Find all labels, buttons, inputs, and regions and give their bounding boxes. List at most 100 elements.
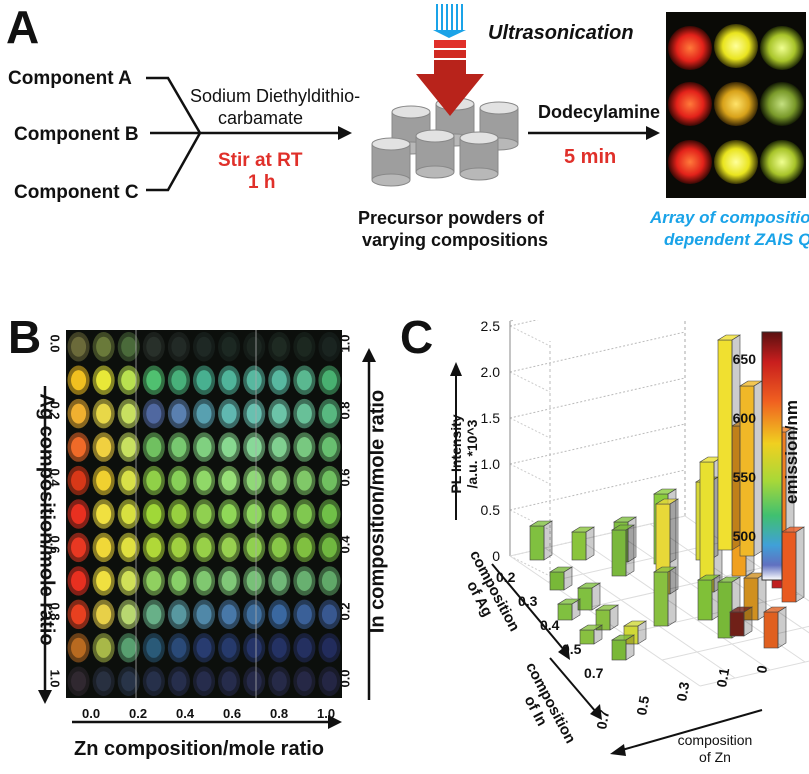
plate-well (243, 499, 266, 529)
panel-a-letter: A (6, 1, 40, 53)
colorbar (761, 331, 783, 581)
plate-well (92, 499, 115, 529)
plate-well (117, 332, 140, 362)
plate-well (268, 666, 291, 696)
plate-well (293, 566, 316, 596)
reagent-line1: Sodium Diethyldithio- (190, 86, 361, 106)
plate-well (67, 365, 90, 395)
dodecylamine-label: Dodecylamine (538, 102, 661, 122)
array-line2: dependent ZAIS QDs (664, 230, 809, 249)
component-a-label: Component A (8, 68, 132, 89)
plate-well (167, 532, 190, 563)
bar (653, 571, 669, 627)
plate-well (67, 332, 90, 362)
plate-well (117, 398, 140, 429)
z-tick-label: 0 (492, 548, 500, 564)
plate-well (318, 499, 341, 529)
plate-well (268, 566, 291, 596)
plate-well (167, 398, 190, 429)
plate-well (268, 432, 291, 462)
plate-well (117, 499, 140, 529)
colorbar-label: emission/nm (782, 400, 801, 504)
plate-well (268, 532, 291, 563)
bar-side (571, 598, 581, 621)
plate-well (142, 599, 165, 630)
bar-side (731, 334, 741, 551)
plate-well (117, 666, 140, 696)
plate-well (92, 532, 115, 563)
bottom-tick-label: 1.0 (317, 706, 336, 721)
plate-well (318, 365, 341, 395)
plate-well (92, 599, 115, 630)
bar-side (667, 566, 677, 627)
plate-well (67, 599, 90, 630)
z-axis-label: PL Intensity /a.u. *10^3 (448, 384, 480, 524)
panel-b-letter: B (8, 311, 42, 363)
bottom-tick-label: 0.8 (270, 706, 289, 721)
bar (763, 611, 779, 649)
plate-well (293, 465, 316, 496)
plate-well (293, 332, 316, 362)
bar-side (625, 634, 635, 661)
plate-well (218, 365, 241, 395)
plate-well (117, 633, 140, 663)
plate-well (192, 432, 216, 462)
plate-well (318, 398, 341, 429)
plate-well (167, 633, 190, 663)
plate-well (92, 398, 115, 429)
plate-well (142, 332, 165, 362)
plate-well (218, 532, 241, 563)
plate-well (243, 332, 266, 362)
plate-well (192, 398, 216, 429)
plate-well (192, 465, 216, 496)
ag-tick-label: 0.4 (540, 617, 560, 633)
plate-well (167, 499, 190, 529)
left-tick-label: 0.2 (47, 401, 63, 420)
plate-well (268, 332, 291, 362)
plate-well (218, 499, 241, 529)
bottom-tick-label: 0.6 (223, 706, 242, 721)
ag-tick-label: 0.2 (496, 569, 516, 585)
plate-well (293, 398, 316, 429)
plate-well (293, 365, 316, 395)
plate-well (192, 666, 216, 696)
ag-tick-label: 0.7 (584, 665, 604, 681)
bar (697, 579, 713, 621)
plate-well (268, 599, 291, 630)
plate-well (243, 398, 266, 429)
in-tick-label: 0.5 (633, 694, 652, 716)
plate-well (192, 566, 216, 596)
colorbar-tick-label: 500 (733, 528, 757, 544)
bar (579, 629, 595, 645)
panel-c-3d-bar-chart: 00.51.01.52.02.50.20.30.40.50.70.70.50.3… (450, 320, 809, 756)
component-c-label: Component C (14, 182, 139, 203)
plate-well (142, 365, 165, 395)
plate-well (218, 633, 241, 663)
z-tick-label: 2.0 (481, 364, 501, 380)
plate-well (218, 599, 241, 630)
plate-photo (66, 330, 342, 698)
plate-well (142, 566, 165, 596)
left-tick-label: 0.8 (47, 602, 63, 621)
plate-well (293, 666, 316, 696)
bar-side (795, 526, 805, 603)
bar-side (777, 606, 787, 649)
bar (549, 571, 565, 591)
plate-well (318, 332, 341, 362)
plate-well (268, 465, 291, 496)
plate-well (117, 365, 140, 395)
plate-well (243, 432, 266, 462)
in-tick-label: 0.7 (593, 708, 612, 730)
plate-well (192, 499, 216, 529)
right-tick-label: 1.0 (337, 334, 353, 353)
z-tick-label: 0.5 (481, 502, 501, 518)
plate-well (92, 365, 115, 395)
bottom-tick-label: 0.0 (82, 706, 101, 721)
in-tick-label: 0.3 (673, 680, 692, 702)
bar-side (743, 606, 753, 637)
plate-well (218, 432, 241, 462)
plate-well (117, 432, 140, 462)
z-tick-label: 1.0 (481, 456, 501, 472)
right-tick-label: 0.0 (337, 669, 353, 688)
bar (611, 529, 627, 577)
